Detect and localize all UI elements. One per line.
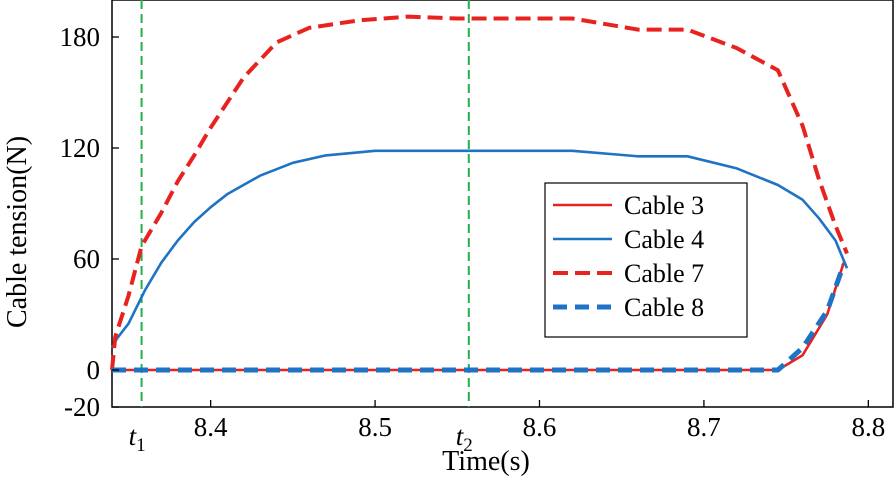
x-tick-label-3: 8.7 — [687, 412, 721, 442]
legend: Cable 3 Cable 4 Cable 7 Cable 8 — [544, 182, 748, 338]
time-marker-layer — [140, 0, 470, 407]
x-tick-label-2: 8.6 — [523, 412, 557, 442]
x-tick-label-4: 8.8 — [851, 412, 885, 442]
y-axis-label: Cable tension(N) — [2, 136, 33, 328]
legend-box — [544, 182, 748, 338]
time-marker-label-1: t1 — [129, 421, 146, 456]
plot-area-frame — [111, 0, 894, 408]
series-line-cable-8 — [112, 263, 847, 373]
series-line-cable-7 — [110, 14, 849, 371]
legend-label-4: Cable 8 — [624, 293, 704, 322]
legend-label-2: Cable 4 — [624, 225, 704, 254]
series-line-cable-4 — [110, 149, 849, 349]
y-tick-label-2: 60 — [73, 244, 100, 274]
y-tick-label-4: 180 — [60, 22, 101, 52]
y-tick-label-3: 120 — [60, 133, 101, 163]
y-tick-label-0: -20 — [64, 392, 100, 422]
time-marker-subscript-2: 2 — [463, 435, 473, 456]
x-axis-label: Time(s) — [442, 446, 530, 477]
y-tick-label-1: 0 — [87, 355, 101, 385]
x-tick-label-1: 8.5 — [358, 412, 392, 442]
legend-items: Cable 3 Cable 4 Cable 7 Cable 8 — [553, 191, 704, 322]
legend-label-3: Cable 7 — [624, 259, 704, 288]
legend-label-1: Cable 3 — [624, 191, 704, 220]
series-layer — [110, 14, 849, 373]
x-tick-label-0: 8.4 — [194, 412, 228, 442]
time-marker-subscript-1: 1 — [136, 435, 146, 456]
